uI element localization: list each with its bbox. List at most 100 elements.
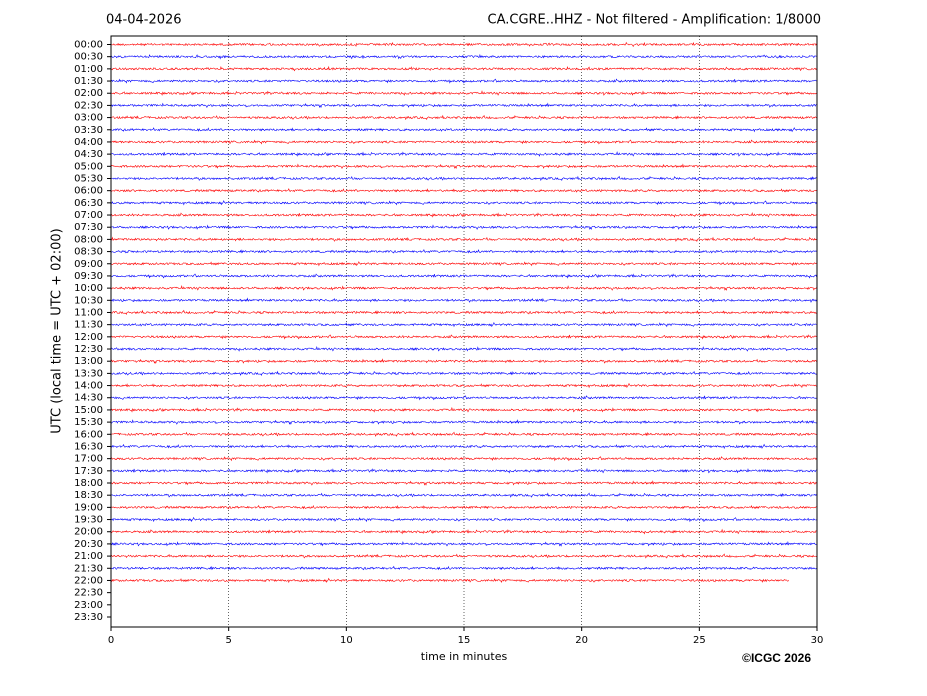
trace — [110, 249, 817, 254]
y-tick-label: 00:00 — [74, 40, 103, 51]
y-tick-label: 12:30 — [74, 344, 103, 355]
date: 04-04-2026 — [106, 13, 182, 28]
trace — [110, 273, 817, 279]
y-tick-label: 22:30 — [74, 588, 103, 599]
trace — [110, 516, 817, 523]
trace — [110, 65, 817, 72]
trace — [110, 456, 817, 462]
x-tick-label: 5 — [225, 635, 231, 646]
y-tick-label: 09:00 — [74, 259, 103, 270]
trace — [110, 406, 817, 413]
y-tick-label: 04:00 — [74, 137, 103, 148]
credit: ©ICGC 2026 — [742, 651, 811, 665]
trace — [110, 163, 817, 170]
y-tick-label: 19:00 — [74, 502, 103, 513]
x-tick-label: 10 — [340, 635, 353, 646]
y-tick-label: 14:00 — [74, 381, 103, 392]
trace — [110, 382, 817, 389]
trace — [110, 321, 817, 328]
y-axis-label: UTC (local time = UTC + 02:00) — [50, 228, 65, 433]
y-tick-label: 05:30 — [74, 173, 103, 184]
trace — [110, 443, 817, 450]
y-tick-label: 04:30 — [74, 149, 103, 160]
y-tick-label: 09:30 — [74, 271, 103, 282]
trace — [110, 102, 817, 109]
trace — [110, 188, 817, 193]
y-tick-label: 14:30 — [74, 393, 103, 404]
trace — [110, 224, 817, 230]
trace — [110, 309, 817, 316]
trace — [110, 139, 817, 145]
trace — [110, 90, 817, 96]
y-tick-label: 12:00 — [74, 332, 103, 343]
y-tick-label: 08:30 — [74, 247, 103, 258]
trace — [110, 480, 817, 486]
y-tick-label: 07:00 — [74, 210, 103, 221]
trace — [110, 285, 817, 291]
x-tick-label: 30 — [811, 635, 824, 646]
y-tick-label: 03:00 — [74, 113, 103, 124]
y-tick-label: 13:30 — [74, 368, 103, 379]
x-tick-label: 20 — [575, 635, 588, 646]
y-tick-label: 02:30 — [74, 100, 103, 111]
y-tick-label: 01:00 — [74, 64, 103, 75]
trace — [110, 345, 817, 352]
x-tick-label: 15 — [458, 635, 471, 646]
y-tick-label: 05:00 — [74, 161, 103, 172]
y-tick-label: 06:00 — [74, 186, 103, 197]
y-tick-label: 22:00 — [74, 575, 103, 586]
y-tick-label: 01:30 — [74, 76, 103, 87]
y-tick-label: 11:00 — [74, 307, 103, 318]
y-tick-label: 16:30 — [74, 441, 103, 452]
y-tick-label: 18:30 — [74, 490, 103, 501]
trace — [110, 431, 817, 437]
trace — [110, 114, 817, 121]
trace — [110, 504, 817, 510]
y-tick-label: 00:30 — [74, 52, 103, 63]
y-tick-label: 20:00 — [74, 527, 103, 538]
y-tick-label: 16:00 — [74, 429, 103, 440]
plot — [110, 36, 817, 627]
y-tick-label: 06:30 — [74, 198, 103, 209]
trace — [110, 211, 817, 218]
trace — [110, 467, 817, 474]
trace — [110, 175, 817, 182]
y-tick-label: 23:00 — [74, 600, 103, 611]
trace — [110, 540, 817, 547]
trace — [110, 492, 817, 498]
y-tick-label: 18:00 — [74, 478, 103, 489]
x-axis-label: time in minutes — [421, 650, 508, 663]
trace — [110, 419, 817, 425]
trace — [110, 565, 817, 571]
y-tick-label: 19:30 — [74, 515, 103, 526]
trace — [110, 528, 817, 535]
y-tick-label: 17:30 — [74, 466, 103, 477]
y-tick-label: 10:30 — [74, 295, 103, 306]
trace — [110, 370, 817, 376]
y-tick-label: 10:00 — [74, 283, 103, 294]
y-tick-label: 23:30 — [74, 612, 103, 623]
trace — [110, 261, 817, 267]
y-tick-label: 15:00 — [74, 405, 103, 416]
x-tick-label: 0 — [108, 635, 114, 646]
chart-title: CA.CGRE..HHZ - Not filtered - Amplificat… — [488, 13, 822, 28]
y-tick-label: 07:30 — [74, 222, 103, 233]
y-tick-label: 21:30 — [74, 563, 103, 574]
y-tick-label: 15:30 — [74, 417, 103, 428]
trace — [110, 577, 789, 584]
y-tick-label: 20:30 — [74, 539, 103, 550]
y-tick-label: 02:00 — [74, 88, 103, 99]
trace — [110, 200, 817, 206]
y-tick-label: 11:30 — [74, 320, 103, 331]
trace — [110, 395, 817, 401]
trace — [110, 78, 817, 84]
y-tick-label: 08:00 — [74, 234, 103, 245]
y-tick-label: 17:00 — [74, 454, 103, 465]
trace — [110, 553, 817, 559]
trace — [110, 334, 817, 340]
trace — [110, 151, 817, 157]
trace — [110, 41, 817, 48]
trace — [110, 53, 817, 60]
y-tick-label: 03:30 — [74, 125, 103, 136]
